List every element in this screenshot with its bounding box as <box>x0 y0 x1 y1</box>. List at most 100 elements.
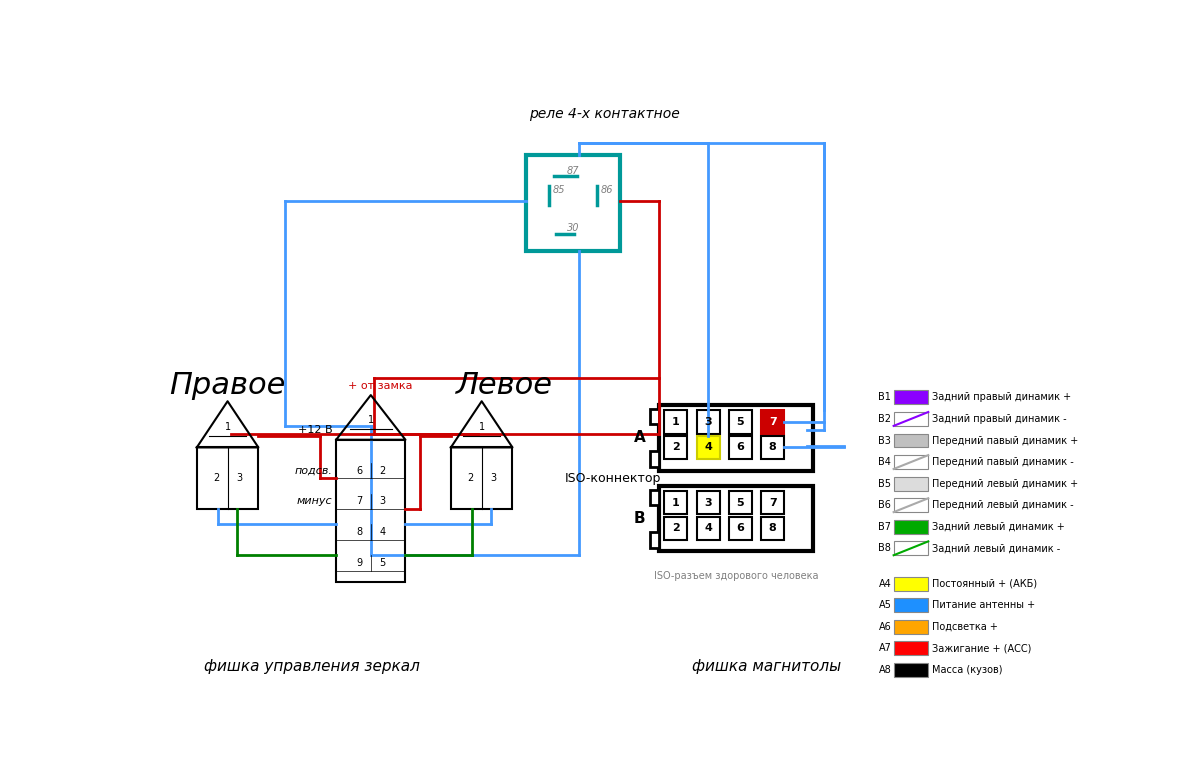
Text: A4: A4 <box>879 579 892 589</box>
Text: подсв.: подсв. <box>294 465 332 476</box>
Text: 3: 3 <box>704 498 712 508</box>
Text: 2: 2 <box>213 473 220 483</box>
Text: +12 В: +12 В <box>298 426 332 435</box>
Text: 5: 5 <box>737 417 744 427</box>
Text: Левое: Левое <box>456 371 553 400</box>
Text: 2: 2 <box>672 442 679 452</box>
Text: 4: 4 <box>379 527 385 537</box>
Text: фишка магнитолы: фишка магнитолы <box>692 660 841 674</box>
Text: B1: B1 <box>879 392 892 402</box>
Text: 7: 7 <box>357 497 363 507</box>
Text: A7: A7 <box>879 643 892 653</box>
Text: B8: B8 <box>879 543 892 553</box>
Text: B4: B4 <box>879 457 892 467</box>
Bar <box>664 491 687 514</box>
Text: Задний левый динамик +: Задний левый динамик + <box>932 521 1065 531</box>
Text: 2: 2 <box>379 465 385 476</box>
Bar <box>894 498 928 512</box>
Bar <box>664 517 687 540</box>
Bar <box>697 436 719 459</box>
Bar <box>197 448 259 509</box>
Text: 87: 87 <box>567 166 579 176</box>
Text: 1: 1 <box>672 417 679 427</box>
Bar <box>894 577 928 591</box>
Bar <box>762 491 784 514</box>
Text: A: A <box>634 430 645 445</box>
Bar <box>697 410 719 434</box>
Bar <box>894 542 928 556</box>
Text: 6: 6 <box>737 442 744 452</box>
Bar <box>650 532 659 548</box>
Text: реле 4-х контактное: реле 4-х контактное <box>529 107 680 121</box>
Bar <box>697 517 719 540</box>
Text: A6: A6 <box>879 622 892 632</box>
Bar <box>650 490 659 505</box>
Text: 6: 6 <box>737 523 744 533</box>
Bar <box>894 434 928 448</box>
Bar <box>894 412 928 426</box>
Text: Передний левый динамик -: Передний левый динамик - <box>932 500 1074 510</box>
Text: 1: 1 <box>224 422 230 432</box>
Text: 1: 1 <box>672 498 679 508</box>
Bar <box>526 155 620 251</box>
Text: 9: 9 <box>357 558 363 568</box>
Text: 30: 30 <box>567 223 579 233</box>
Bar <box>664 410 687 434</box>
Text: Питание антенны +: Питание антенны + <box>932 601 1036 610</box>
Bar <box>650 451 659 467</box>
Bar <box>894 391 928 404</box>
Text: B7: B7 <box>879 521 892 531</box>
Text: + от замка: + от замка <box>347 381 412 391</box>
Text: B5: B5 <box>879 479 892 489</box>
Text: Масса (кузов): Масса (кузов) <box>932 665 1003 675</box>
Bar <box>894 520 928 534</box>
Text: Задний правый динамик +: Задний правый динамик + <box>932 392 1071 402</box>
Text: 1: 1 <box>367 415 374 425</box>
Text: Зажигание + (АСС): Зажигание + (АСС) <box>932 643 1031 653</box>
Bar <box>337 440 405 582</box>
Bar <box>664 436 687 459</box>
Text: 4: 4 <box>704 523 712 533</box>
Text: 5: 5 <box>379 558 385 568</box>
Bar <box>894 477 928 490</box>
Text: 3: 3 <box>490 473 496 483</box>
Bar <box>894 642 928 655</box>
Bar <box>894 598 928 612</box>
Text: Подсветка +: Подсветка + <box>932 622 998 632</box>
Text: 1: 1 <box>478 422 484 432</box>
Text: A5: A5 <box>879 601 892 610</box>
Bar <box>659 405 813 471</box>
Text: 3: 3 <box>704 417 712 427</box>
Text: Правое: Правое <box>169 371 286 400</box>
Text: B: B <box>634 511 645 526</box>
Text: 7: 7 <box>769 498 777 508</box>
Text: 7: 7 <box>769 417 777 427</box>
Bar <box>650 409 659 424</box>
Bar <box>659 486 813 552</box>
Text: 86: 86 <box>601 185 613 195</box>
Text: 8: 8 <box>769 442 777 452</box>
Text: 6: 6 <box>357 465 363 476</box>
Text: Задний правый динамик -: Задний правый динамик - <box>932 414 1066 424</box>
Text: ISO-коннектор: ISO-коннектор <box>565 472 660 485</box>
Bar <box>894 620 928 634</box>
Text: фишка управления зеркал: фишка управления зеркал <box>204 660 420 674</box>
Text: Задний левый динамик -: Задний левый динамик - <box>932 543 1061 553</box>
Bar <box>697 491 719 514</box>
Text: B3: B3 <box>879 436 892 445</box>
Bar <box>762 410 784 434</box>
Text: A8: A8 <box>879 665 892 675</box>
Bar <box>729 491 752 514</box>
Text: 5: 5 <box>737 498 744 508</box>
Text: Передний левый динамик +: Передний левый динамик + <box>932 479 1078 489</box>
Text: Передний павый динамик -: Передний павый динамик - <box>932 457 1074 467</box>
Bar <box>729 517 752 540</box>
Bar <box>894 663 928 677</box>
Bar <box>762 517 784 540</box>
Bar <box>762 436 784 459</box>
Text: 2: 2 <box>466 473 474 483</box>
Text: Передний павый динамик +: Передний павый динамик + <box>932 436 1078 445</box>
Text: B6: B6 <box>879 500 892 510</box>
Text: 4: 4 <box>704 442 712 452</box>
Text: ISO-разъем здорового человека: ISO-разъем здорового человека <box>653 570 818 580</box>
